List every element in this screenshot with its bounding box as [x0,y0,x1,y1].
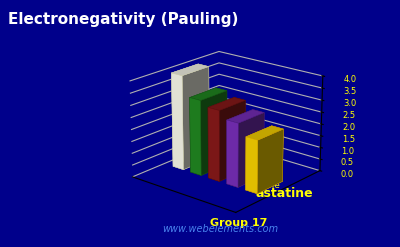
Text: Electronegativity (Pauling): Electronegativity (Pauling) [8,12,238,27]
Text: www.webelements.com: www.webelements.com [162,224,278,234]
